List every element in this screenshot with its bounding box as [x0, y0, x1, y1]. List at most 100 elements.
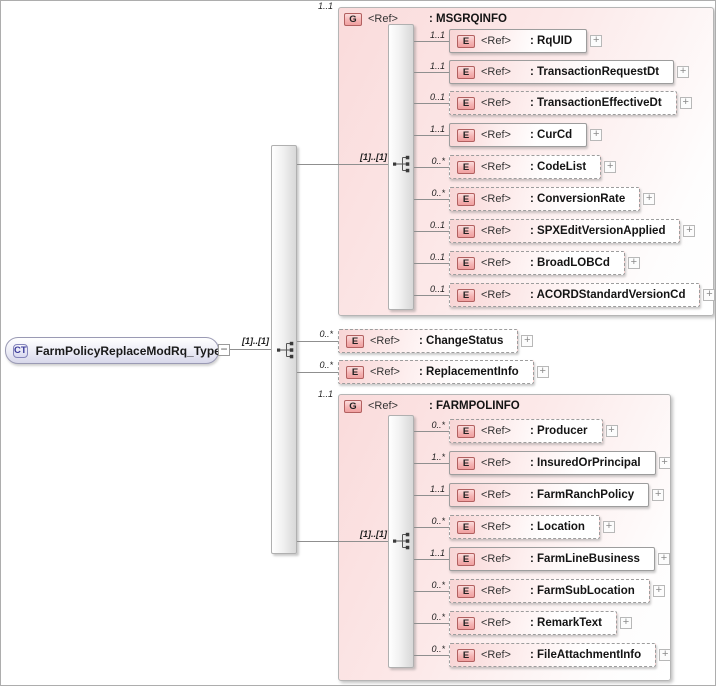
- sequence-icon[interactable]: [391, 530, 413, 552]
- element-box[interactable]: E <Ref> : ACORDStandardVersionCd: [449, 283, 701, 307]
- expand-toggle-icon[interactable]: +: [602, 521, 615, 533]
- cardinality-label: 0..*: [431, 188, 445, 198]
- connector-broadlobcd: [414, 263, 449, 264]
- element-box[interactable]: E <Ref> : BroadLOBCd: [449, 251, 625, 275]
- element-transactioneffectivedt: E <Ref> : TransactionEffectiveDt +: [449, 91, 692, 115]
- element-ref: <Ref>: [481, 617, 511, 629]
- element-box[interactable]: E <Ref> : SPXEditVersionApplied: [449, 219, 681, 243]
- element-ref: <Ref>: [481, 585, 511, 597]
- element-box[interactable]: E <Ref> : Producer: [449, 419, 603, 443]
- connector-producer: [414, 431, 449, 432]
- connector-farmpolinfo: [297, 541, 388, 542]
- connector-farmranchpolicy: [414, 495, 449, 496]
- connector-location: [414, 527, 449, 528]
- element-name: : InsuredOrPrincipal: [530, 457, 641, 469]
- element-ref: <Ref>: [481, 129, 511, 141]
- sequence-icon[interactable]: [275, 339, 297, 361]
- expand-toggle-icon[interactable]: +: [521, 335, 534, 347]
- expand-toggle-icon[interactable]: +: [605, 425, 618, 437]
- element-badge-icon: E: [457, 584, 475, 598]
- connector-codelist: [414, 167, 449, 168]
- expand-toggle-icon[interactable]: +: [604, 161, 617, 173]
- expand-toggle-icon[interactable]: +: [652, 489, 665, 501]
- expand-toggle-icon[interactable]: +: [590, 129, 603, 141]
- expand-toggle-icon[interactable]: +: [652, 585, 665, 597]
- connector-acordstandardversioncd: [414, 295, 449, 296]
- element-badge-icon: E: [457, 96, 475, 110]
- element-badge-icon: E: [346, 334, 364, 348]
- element-box[interactable]: E <Ref> : FarmLineBusiness: [449, 547, 655, 571]
- cardinality-label: 0..*: [319, 360, 333, 370]
- expand-toggle-icon[interactable]: +: [679, 97, 692, 109]
- cardinality-label: [1]..[1]: [360, 529, 387, 539]
- element-name: : RqUID: [530, 35, 573, 47]
- element-farmsublocation: E <Ref> : FarmSubLocation +: [449, 579, 665, 603]
- element-name: : FarmSubLocation: [530, 585, 635, 597]
- element-name: : RemarkText: [530, 617, 603, 629]
- connector-msgrqinfo: [297, 164, 388, 165]
- expand-toggle-icon[interactable]: +: [620, 617, 633, 629]
- connector-farmlinebusiness: [414, 559, 449, 560]
- element-badge-icon: E: [457, 65, 475, 79]
- cardinality-label: 0..*: [431, 156, 445, 166]
- element-badge-icon: E: [346, 365, 364, 379]
- complextype-node[interactable]: CT FarmPolicyReplaceModRq_Type: [5, 337, 221, 364]
- element-badge-icon: E: [457, 160, 475, 174]
- element-spxeditversionapplied: E <Ref> : SPXEditVersionApplied +: [449, 219, 696, 243]
- connector-farmsublocation: [414, 591, 449, 592]
- element-name: : Location: [530, 521, 585, 533]
- element-badge-icon: E: [457, 256, 475, 270]
- element-box[interactable]: E <Ref> : CodeList: [449, 155, 602, 179]
- element-box[interactable]: E <Ref> : RemarkText: [449, 611, 618, 635]
- cardinality-label: 1..1: [429, 30, 445, 40]
- element-box[interactable]: E <Ref> : FileAttachmentInfo: [449, 643, 657, 667]
- expand-toggle-icon[interactable]: +: [683, 225, 696, 237]
- cardinality-label: [1]..[1]: [360, 152, 387, 162]
- element-ref: <Ref>: [481, 425, 511, 437]
- group-header-msgrqinfo[interactable]: G <Ref> : MSGRQINFO: [344, 10, 507, 28]
- expand-toggle-icon[interactable]: +: [643, 193, 656, 205]
- element-name: : Producer: [530, 425, 588, 437]
- element-name: : ConversionRate: [530, 193, 626, 205]
- element-badge-icon: E: [457, 192, 475, 206]
- expand-toggle-icon[interactable]: +: [536, 366, 549, 378]
- element-box[interactable]: E <Ref> : FarmSubLocation: [449, 579, 650, 603]
- element-box[interactable]: E <Ref> : ReplacementInfo: [338, 360, 534, 384]
- expand-toggle-icon[interactable]: +: [659, 649, 672, 661]
- element-box[interactable]: E <Ref> : InsuredOrPrincipal: [449, 451, 656, 475]
- group-ref: <Ref>: [368, 400, 398, 412]
- element-badge-icon: E: [457, 552, 475, 566]
- element-badge-icon: E: [457, 648, 475, 662]
- element-box[interactable]: E <Ref> : TransactionEffectiveDt: [449, 91, 677, 115]
- element-box[interactable]: E <Ref> : ChangeStatus: [338, 329, 519, 353]
- element-badge-icon: E: [457, 488, 475, 502]
- element-box[interactable]: E <Ref> : FarmRanchPolicy: [449, 483, 650, 507]
- element-ref: <Ref>: [481, 35, 511, 47]
- element-box[interactable]: E <Ref> : CurCd: [449, 123, 588, 147]
- element-ref: <Ref>: [481, 289, 511, 301]
- element-box[interactable]: E <Ref> : TransactionRequestDt: [449, 60, 675, 84]
- sequence-icon[interactable]: [391, 153, 413, 175]
- element-remarktext: E <Ref> : RemarkText +: [449, 611, 633, 635]
- element-box[interactable]: E <Ref> : ConversionRate: [449, 187, 641, 211]
- expand-toggle-icon[interactable]: +: [590, 35, 603, 47]
- element-insuredorprincipal: E <Ref> : InsuredOrPrincipal +: [449, 451, 671, 475]
- element-name: : FileAttachmentInfo: [530, 649, 642, 661]
- expand-toggle-icon[interactable]: +: [703, 289, 715, 301]
- element-ref: <Ref>: [481, 193, 511, 205]
- expand-toggle-icon[interactable]: +: [658, 457, 671, 469]
- element-farmlinebusiness: E <Ref> : FarmLineBusiness +: [449, 547, 670, 571]
- group-header-farmpolinfo[interactable]: G <Ref> : FARMPOLINFO: [344, 397, 520, 415]
- element-box[interactable]: E <Ref> : Location: [449, 515, 600, 539]
- expand-toggle-icon[interactable]: +: [627, 257, 640, 269]
- expand-toggle-icon[interactable]: +: [657, 553, 670, 565]
- element-badge-icon: E: [457, 128, 475, 142]
- element-ref: <Ref>: [370, 366, 400, 378]
- cardinality-label: 0..*: [431, 612, 445, 622]
- element-ref: <Ref>: [481, 649, 511, 661]
- element-box[interactable]: E <Ref> : RqUID: [449, 29, 588, 53]
- expand-toggle-icon[interactable]: +: [677, 66, 690, 78]
- element-fileattachmentinfo: E <Ref> : FileAttachmentInfo +: [449, 643, 672, 667]
- collapse-toggle-icon[interactable]: −: [218, 343, 230, 356]
